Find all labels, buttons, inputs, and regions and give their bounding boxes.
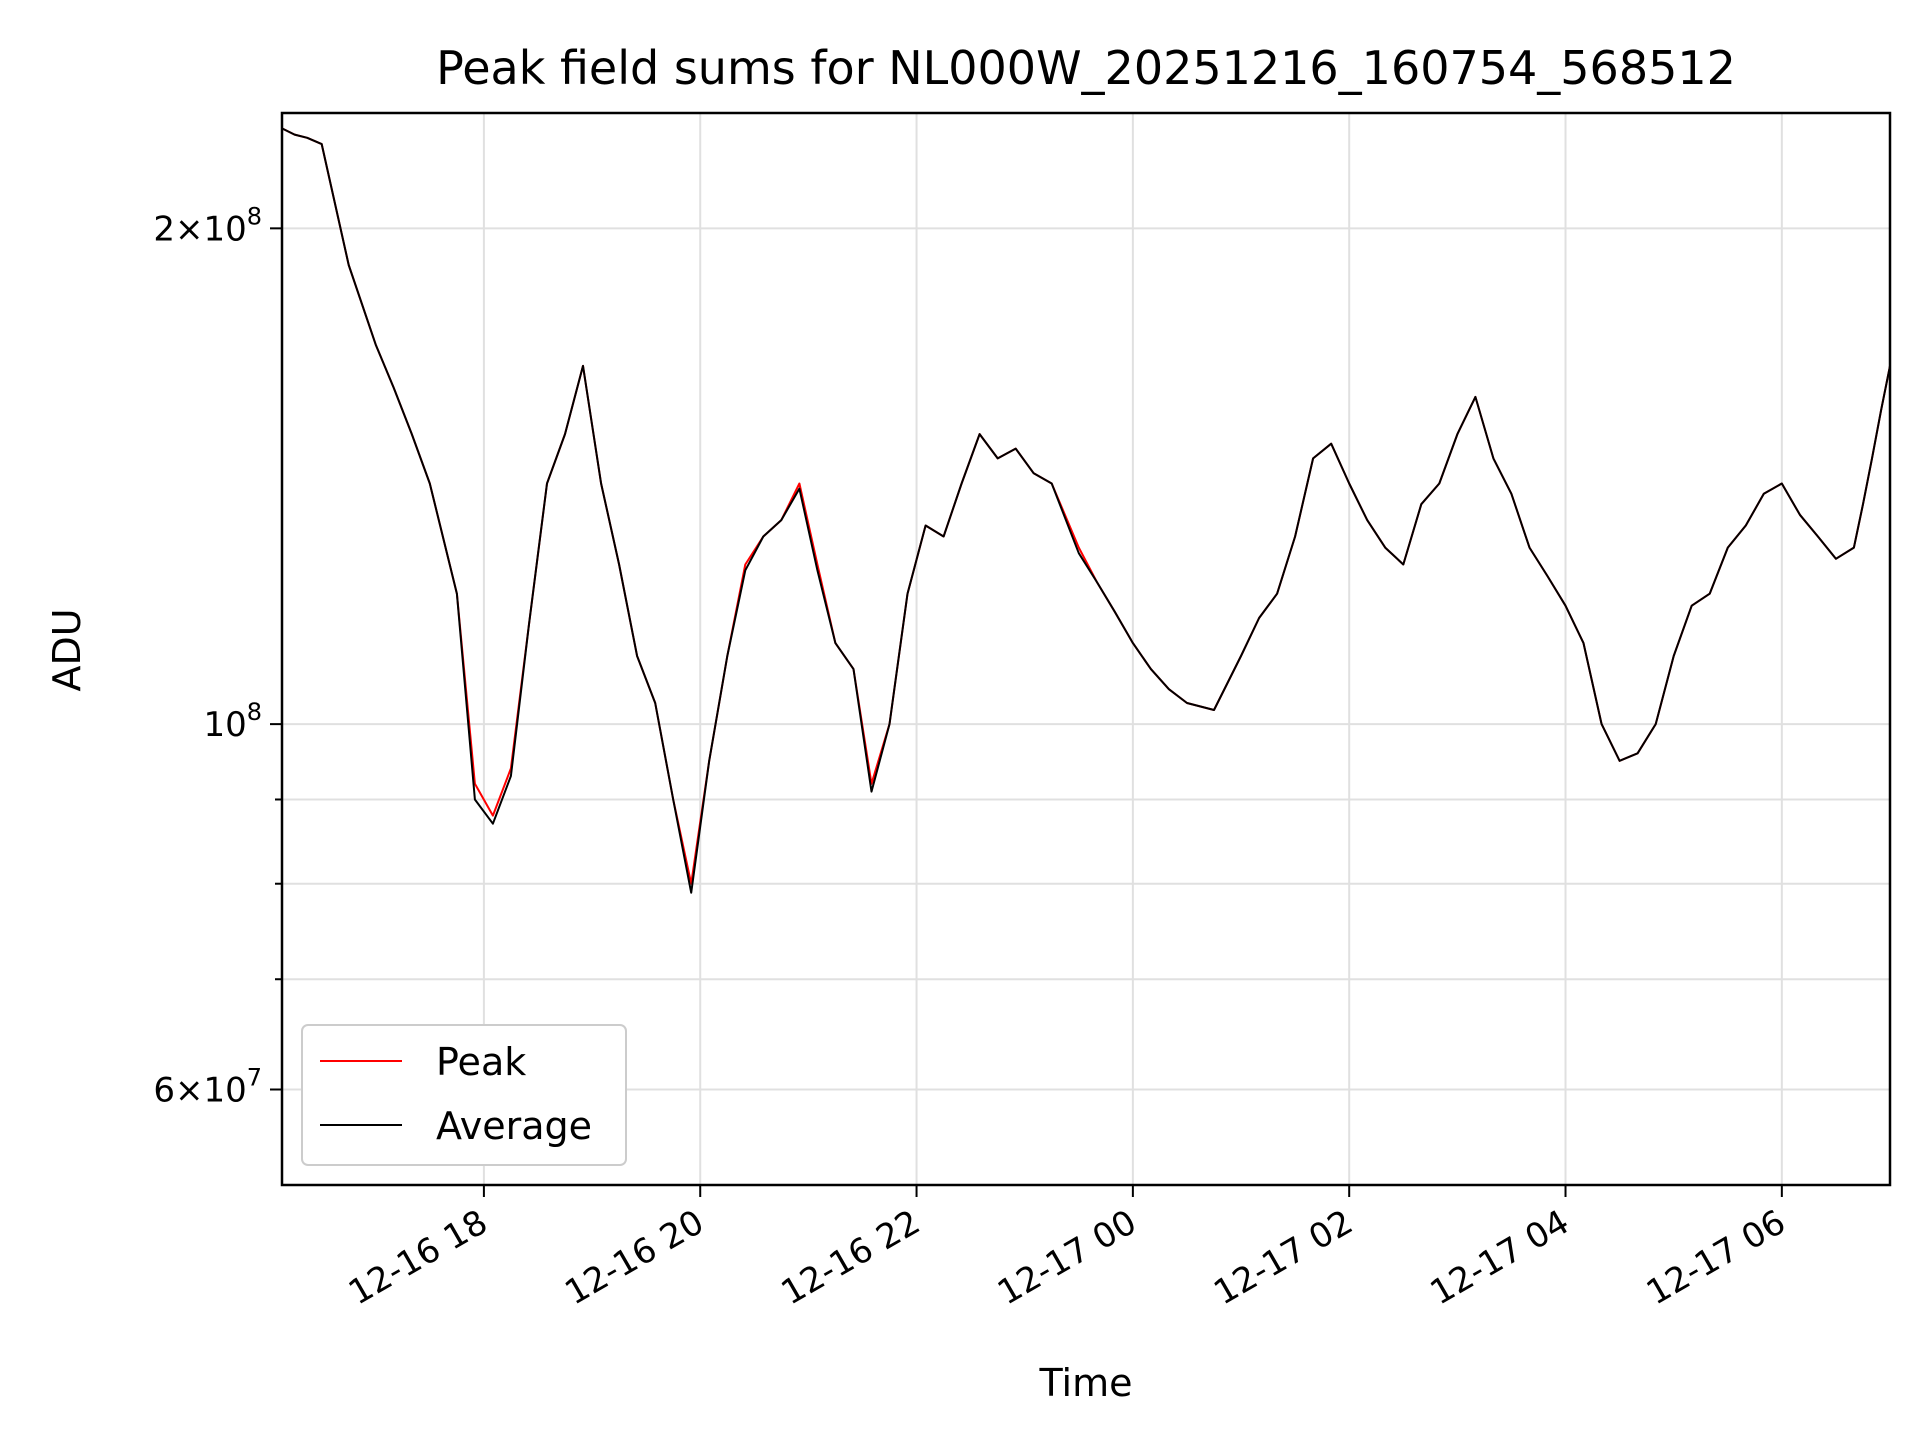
y-tick-label: 108 bbox=[203, 698, 262, 745]
x-axis-label: Time bbox=[1039, 1361, 1133, 1405]
plot-frame bbox=[280, 111, 1892, 1187]
legend: Peak Average bbox=[301, 1024, 627, 1166]
y-tick-label: 6×107 bbox=[153, 1063, 262, 1110]
y-tick-mantissa: 6 bbox=[153, 1070, 175, 1110]
series-line-average bbox=[281, 127, 1891, 894]
y-tick-base: 10 bbox=[203, 705, 246, 745]
chart-title: Peak field sums for NL000W_20251216_1607… bbox=[436, 41, 1736, 95]
y-tick-mantissa: 2 bbox=[153, 209, 175, 249]
y-tick-times: ×10 bbox=[175, 1070, 247, 1110]
y-axis-label: ADU bbox=[45, 608, 89, 691]
legend-label-average: Average bbox=[436, 1104, 592, 1148]
y-tick-times: ×10 bbox=[175, 209, 247, 249]
grid-lines bbox=[282, 113, 1890, 1185]
y-tick-exponent: 7 bbox=[247, 1063, 262, 1091]
y-tick-label: 2×108 bbox=[153, 202, 262, 249]
y-tick-exponent: 8 bbox=[247, 202, 262, 230]
y-tick-exponent: 8 bbox=[247, 698, 262, 726]
series-lines bbox=[281, 127, 1891, 894]
legend-label-peak: Peak bbox=[436, 1040, 526, 1084]
